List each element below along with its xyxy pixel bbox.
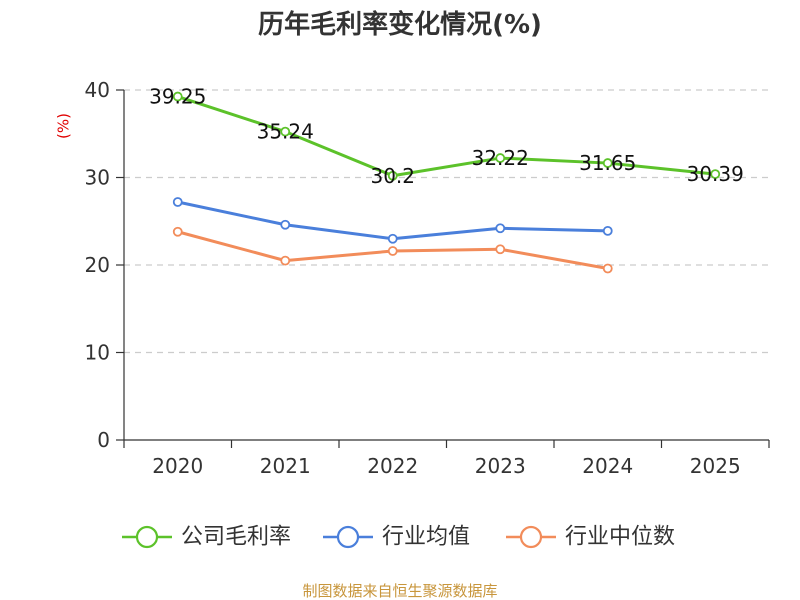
data-point[interactable] [172, 197, 183, 207]
legend-marker [336, 525, 360, 549]
legend-item[interactable]: 公司毛利率 [122, 525, 291, 550]
data-label: 31.65 [579, 151, 636, 175]
data-point[interactable] [602, 158, 613, 168]
data-point[interactable] [710, 169, 721, 179]
y-axis-label: (%) [55, 113, 73, 139]
legend[interactable]: 公司毛利率 行业均值 行业中位数 [122, 525, 675, 550]
legend-label: 行业均值 [382, 525, 470, 550]
data-point[interactable] [172, 226, 183, 237]
x-tick-label: 2020 [152, 454, 203, 478]
series-line [176, 95, 717, 178]
grid-lines [124, 89, 769, 354]
x-tick-label: 2025 [690, 454, 741, 478]
y-tick-label: 30 [85, 166, 110, 190]
data-point[interactable] [172, 91, 183, 102]
legend-item[interactable]: 行业中位数 [506, 525, 675, 550]
data-labels: 39.25 35.24 30.2 32.22 31.65 30.39 [149, 85, 744, 188]
data-point[interactable] [495, 153, 506, 163]
source-note: 制图数据来自恒生聚源数据库 [302, 582, 497, 600]
x-tick-label: 2023 [475, 454, 526, 478]
data-label: 30.2 [370, 164, 415, 188]
series-line [176, 200, 610, 241]
axes: 0 10 20 30 40 2020 2021 2022 2023 2024 2025 [85, 78, 770, 478]
data-point[interactable] [602, 225, 613, 236]
y-tick-label: 0 [97, 428, 110, 452]
data-point[interactable] [387, 246, 398, 256]
data-point[interactable] [495, 223, 506, 234]
legend-marker [135, 525, 159, 549]
data-point[interactable] [495, 244, 506, 255]
data-point[interactable] [280, 126, 291, 137]
data-point[interactable] [387, 170, 398, 181]
y-tick-label: 10 [85, 341, 110, 365]
legend-marker [519, 525, 543, 549]
data-label: 39.25 [149, 85, 206, 109]
legend-label: 公司毛利率 [181, 525, 291, 550]
legend-label: 行业中位数 [565, 525, 675, 550]
data-point[interactable] [280, 255, 291, 266]
data-label: 32.22 [472, 146, 529, 170]
data-label: 35.24 [257, 120, 314, 144]
x-tick-label: 2022 [367, 454, 418, 478]
data-label: 30.39 [687, 162, 744, 186]
y-tick-label: 20 [85, 253, 110, 277]
x-tick-label: 2021 [260, 454, 311, 478]
y-tick-label: 40 [85, 78, 110, 102]
chart-title: 历年毛利率变化情况(%) [258, 9, 542, 40]
legend-item[interactable]: 行业均值 [323, 525, 470, 550]
data-point[interactable] [387, 233, 398, 244]
data-point[interactable] [602, 263, 613, 274]
data-point[interactable] [280, 219, 291, 230]
x-tick-label: 2024 [582, 454, 633, 478]
series-group [172, 91, 721, 274]
